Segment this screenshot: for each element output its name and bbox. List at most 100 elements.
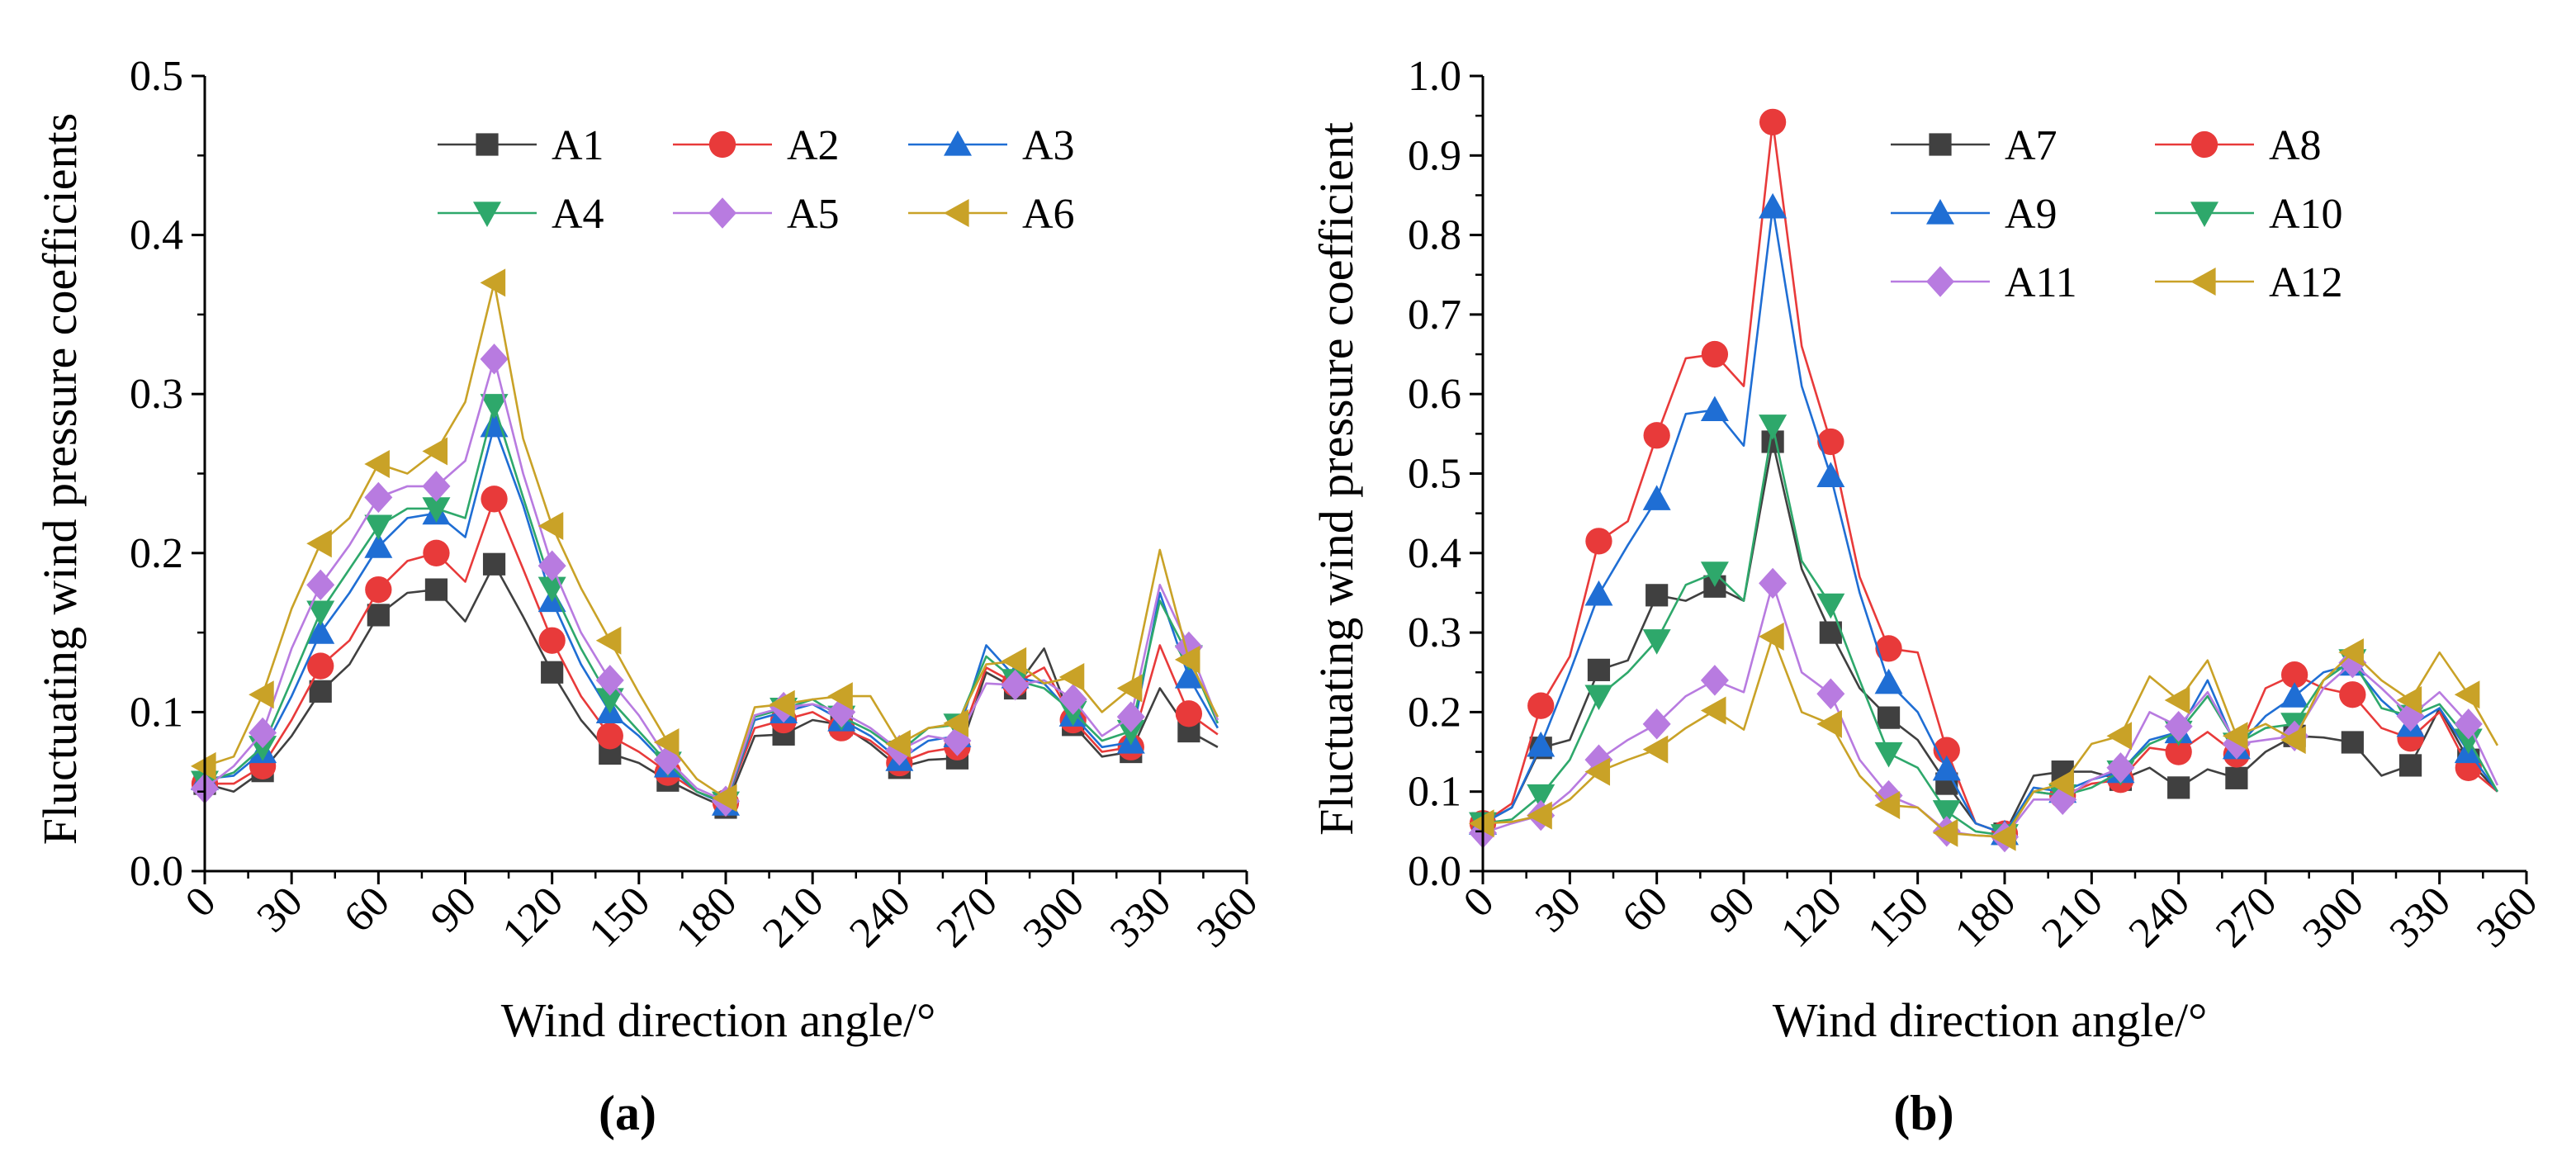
data-point-a6-320 — [1116, 674, 1143, 703]
x-tick-label-b: 30 — [1527, 878, 1590, 941]
data-point-a9-100 — [1759, 192, 1788, 219]
y-tick-label-a: 0.4 — [130, 212, 183, 259]
legend-marker-a3 — [944, 130, 972, 156]
legend-entry-a1: A1 — [438, 122, 604, 169]
legend-entry-a8: A8 — [2155, 122, 2322, 169]
series-line-a8 — [1482, 121, 2498, 836]
x-tick-label-b: 360 — [2468, 878, 2546, 956]
data-point-a6-0 — [191, 751, 216, 780]
data-point-a4-60 — [364, 514, 393, 541]
legend-label-a12: A12 — [2269, 259, 2343, 306]
data-point-a12-300 — [2338, 638, 2364, 667]
data-point-a5-280 — [1001, 669, 1030, 701]
data-point-a12-20 — [1527, 801, 1552, 830]
legend-marker-a6 — [944, 199, 969, 227]
y-tick-label-a: 0.0 — [130, 848, 183, 895]
y-tick-label-a: 0.3 — [130, 371, 183, 418]
data-point-a11-80 — [1700, 665, 1729, 696]
y-tick-label-b: 0.3 — [1408, 609, 1461, 656]
series-layer-b — [1469, 108, 2499, 853]
data-point-a11-240 — [2164, 711, 2193, 742]
data-point-a2-120 — [538, 627, 566, 654]
data-point-a12-120 — [1816, 709, 1842, 738]
y-tick-label-b: 0.1 — [1408, 769, 1461, 816]
data-point-a7-40 — [1587, 658, 1611, 681]
legend-entry-a6: A6 — [908, 191, 1075, 238]
data-point-a4-40 — [306, 600, 335, 627]
y-tick-label-b: 0.6 — [1408, 371, 1461, 418]
data-point-a6-300 — [1058, 663, 1085, 692]
y-tick-label-b: 0.7 — [1408, 291, 1461, 339]
data-point-a8-20 — [1527, 692, 1555, 719]
x-tick-label-b: 300 — [2294, 878, 2372, 956]
chart-panel-b: 0.0 0.1 0.2 0.3 0.4 0.5 0.6 0.7 0.8 0.9 1.0 0 30 60 90… — [1309, 53, 2546, 1140]
legend-marker-a11 — [1926, 266, 1954, 297]
data-point-a9-280 — [2280, 682, 2309, 708]
data-point-a10-60 — [1642, 629, 1671, 655]
x-tick-label-b: 240 — [2120, 878, 2199, 956]
data-point-a6-200 — [769, 689, 795, 718]
data-point-a8-80 — [1701, 340, 1729, 368]
panel-label-b: (b) — [1893, 1086, 1953, 1140]
y-tick-label-b: 0.9 — [1408, 132, 1461, 179]
data-point-a11-260 — [2222, 728, 2251, 760]
y-tick-label-a: 0.5 — [130, 53, 183, 100]
data-point-a6-180 — [712, 784, 737, 813]
x-tick-label-a: 270 — [928, 878, 1006, 956]
data-point-a5-60 — [364, 481, 393, 514]
legend-entry-a12: A12 — [2155, 259, 2343, 306]
data-point-a12-180 — [1991, 822, 2016, 851]
data-point-a3-60 — [364, 533, 393, 558]
legend-label-a5: A5 — [787, 191, 840, 238]
data-point-a5-80 — [422, 471, 451, 502]
legend-label-a1: A1 — [552, 122, 604, 169]
data-point-a12-140 — [1874, 791, 1901, 820]
data-point-a2-80 — [423, 539, 450, 566]
data-point-a12-200 — [2048, 770, 2074, 798]
data-point-a3-340 — [1174, 663, 1203, 689]
data-point-a12-160 — [1932, 818, 1958, 847]
data-point-a6-220 — [827, 682, 853, 711]
data-point-a1-100 — [482, 552, 506, 576]
legend-label-a8: A8 — [2269, 122, 2322, 169]
data-point-a1-40 — [309, 680, 332, 703]
data-point-a1-120 — [541, 661, 564, 684]
data-point-a10-80 — [1700, 561, 1729, 587]
data-point-a4-320 — [1116, 719, 1145, 746]
x-tick-label-b: 180 — [1946, 878, 2024, 956]
data-point-a12-340 — [2454, 680, 2480, 709]
data-point-a11-60 — [1642, 708, 1671, 740]
data-point-a6-60 — [364, 449, 390, 478]
data-point-a4-100 — [480, 394, 509, 419]
data-point-a1-60 — [367, 604, 390, 627]
x-tick-label-b: 330 — [2381, 878, 2460, 956]
x-tick-label-a: 300 — [1015, 878, 1093, 956]
data-point-a2-140 — [596, 722, 623, 750]
axes-b: 0.0 0.1 0.2 0.3 0.4 0.5 0.6 0.7 0.8 0.9 1.0 0 30 60 90… — [1408, 53, 2546, 957]
legend-label-a4: A4 — [552, 191, 604, 238]
series-line-a11 — [1482, 582, 2499, 838]
data-point-a11-40 — [1584, 744, 1613, 775]
legend-marker-a5 — [708, 197, 736, 229]
data-point-a6-120 — [537, 512, 564, 541]
data-point-a8-40 — [1585, 528, 1612, 555]
data-point-a6-260 — [943, 708, 969, 737]
series-line-a10 — [1482, 424, 2499, 837]
data-point-a11-340 — [2454, 708, 2483, 740]
data-point-a11-100 — [1759, 567, 1788, 599]
data-point-a11-120 — [1816, 678, 1845, 709]
axes-a: 0.0 0.1 0.2 0.3 0.4 0.5 0 30 60 90 120 150 180 210 240… — [130, 53, 1267, 957]
data-point-a9-140 — [1874, 668, 1903, 694]
legend-marker-a9 — [1926, 199, 1954, 225]
data-point-a5-120 — [537, 550, 566, 581]
x-tick-label-a: 360 — [1188, 878, 1267, 956]
data-point-a7-320 — [2398, 754, 2422, 777]
data-point-a8-120 — [1817, 428, 1844, 456]
x-tick-label-b: 90 — [1700, 878, 1764, 941]
data-point-a6-240 — [885, 729, 911, 758]
data-point-a7-300 — [2341, 731, 2364, 754]
legend-a: A1 A2 A3 A4 A5 A6 — [438, 122, 1075, 238]
x-tick-label-b: 270 — [2207, 878, 2285, 956]
x-tick-label-b: 210 — [2033, 878, 2111, 956]
y-tick-label-b: 0.8 — [1408, 212, 1461, 259]
